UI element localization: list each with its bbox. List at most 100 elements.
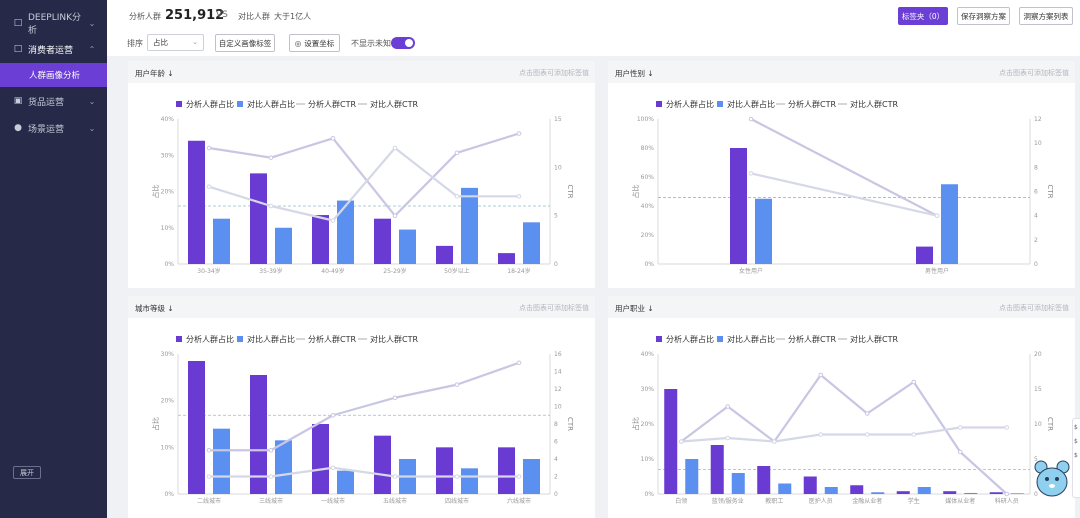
line-analysis-ctr [209,361,520,452]
y2-tick-label: 8 [554,421,558,428]
chart-city[interactable]: 分析人群占比 对比人群占比 分析人群CTR 对比人群CTR 0% 10% 20% 30% 0 2 4… [128,318,595,518]
hide-unknown-toggle[interactable] [391,37,415,49]
ctr-point [934,213,940,218]
sidebar-subitem-persona[interactable]: 人群画像分析 [0,63,107,87]
y-tick-label: 40% [161,116,175,123]
y-axis-title: 占比 [631,185,640,199]
y-tick-label: 100% [637,116,654,123]
save-plan-button[interactable]: 保存洞察方案 [957,7,1010,25]
y-tick-label: 40% [641,203,655,210]
ctr-point [771,439,777,444]
edge-item: $ [1074,452,1078,459]
y2-tick-label: 10 [554,404,562,411]
panel-title[interactable]: 城市等级 ↓ [135,304,174,313]
bar-compare [731,473,745,494]
bar-compare [213,218,230,264]
y2-tick-label: 12 [554,386,562,393]
y-tick-label: 0% [164,491,174,498]
panel-hint: 点击图表可添加标签值 [999,69,1069,77]
chevron-up-icon: ⌃ [88,44,96,54]
bar-compare [755,198,772,264]
x-tick-label: 六线城市 [507,497,531,505]
collapse-button[interactable]: 展开 [13,466,41,479]
sidebar-item-consumer[interactable]: □ 消费者运营 ⌃ [0,37,107,61]
legend-label: 对比人群CTR [370,99,418,109]
legend-label: 分析人群占比 [186,334,234,344]
gear-icon: ◎ [294,38,302,48]
y2-tick-label: 6 [554,439,558,446]
legend-label: 分析人群CTR [788,99,836,109]
edge-item: $ [1074,438,1078,445]
x-tick-label: 25-29岁 [383,267,406,275]
bar-compare [1010,493,1024,494]
sort-label: 排序 [127,39,143,48]
panel-header: 用户性别 ↓ 点击图表可添加标签值 [608,61,1075,83]
panel-gender: 用户性别 ↓ 点击图表可添加标签值 分析人群占比 对比人群占比 分析人群CTR 对比人… [608,61,1075,288]
toolbar: 排序 占比 ⌄ 自定义画像标签 ◎ 设置坐标 不显示未知 [107,32,1080,56]
sidebar-item-deeplink[interactable]: □ DEEPLINK分析 ⌄ [0,11,107,36]
panel-title[interactable]: 用户年龄 ↓ [135,69,174,78]
y-tick-label: 0% [644,491,654,498]
bag-icon: □ [13,18,23,28]
bar-analysis [188,361,205,494]
chart-age[interactable]: 分析人群占比 对比人群占比 分析人群CTR 对比人群CTR 0% 10% 20% 30% 40%… [128,83,595,288]
bar-analysis [188,140,205,264]
ctr-point [454,150,460,156]
legend-label: 分析人群CTR [308,99,356,109]
ctr-point [1004,491,1010,497]
sidebar-item-goods[interactable]: ▣ 货品运营 ⌄ [0,89,107,113]
chart-gender[interactable]: 分析人群占比 对比人群占比 分析人群CTR 对比人群CTR 0% 20% 40% 60% 80%… [608,83,1075,288]
hide-unknown-label: 不显示未知 [351,39,391,48]
x-tick-label: 教职工 [765,497,783,505]
plan-list-button[interactable]: 洞察方案列表 [1019,7,1073,25]
legend-label: 对比人群CTR [850,99,898,109]
sort-select-value: 占比 [153,38,168,47]
ctr-point [748,171,754,176]
y-tick-label: 10% [641,456,655,463]
bar-analysis [436,245,453,264]
ctr-point [516,360,522,366]
ctr-point [678,439,684,444]
mascot-icon[interactable] [1033,458,1071,498]
bar-compare [685,459,699,494]
panel-hint: 点击图表可添加标签值 [999,304,1069,312]
vs-label: VS [216,10,228,20]
panel-title[interactable]: 用户职业 ↓ [615,304,654,313]
panel-title[interactable]: 用户性别 ↓ [615,69,654,78]
bar-compare [399,229,416,264]
bar-compare [778,483,792,494]
sidebar-item-scene[interactable]: ● 场景运营 ⌄ [0,116,107,140]
ctr-point [392,395,398,401]
y2-tick-label: 14 [554,369,562,376]
y-tick-label: 0% [644,261,654,268]
custom-tag-button[interactable]: 自定义画像标签 [215,34,275,52]
legend-label: 分析人群占比 [666,334,714,344]
ctr-point [516,194,522,199]
y-tick-label: 20% [641,232,655,239]
sort-select[interactable]: 占比 ⌄ [147,34,204,51]
y2-tick-label: 0 [554,261,558,268]
y-tick-label: 20% [161,398,175,405]
legend-swatch [656,336,662,342]
y2-tick-label: 5 [1034,456,1038,463]
ctr-point [516,474,522,479]
set-axis-button[interactable]: ◎ 设置坐标 [289,34,340,52]
y-axis-title: 占比 [151,185,160,199]
panel-header: 用户年龄 ↓ 点击图表可添加标签值 [128,61,595,83]
ctr-point [864,432,870,437]
legend-label: 分析人群CTR [788,334,836,344]
panel-header: 城市等级 ↓ 点击图表可添加标签值 [128,296,595,318]
bar-analysis [803,476,817,494]
analysis-label: 分析人群 [129,12,161,21]
ctr-point [206,474,212,479]
x-tick-label: 四线城市 [445,497,469,505]
y2-tick-label: 15 [554,116,562,123]
panel-age: 用户年龄 ↓ 点击图表可添加标签值 分析人群占比 对比人群占比 分析人群CTR 对比人… [128,61,595,288]
bar-analysis [989,492,1003,494]
ctr-point [911,432,917,437]
x-tick-label: 媒体从业者 [945,497,975,505]
y-tick-label: 10% [161,225,175,232]
tag-folder-button[interactable]: 标签夹（0） [898,7,948,25]
chart-occupation[interactable]: 分析人群占比 对比人群占比 分析人群CTR 对比人群CTR 0% 10% 20% 30% 40%… [608,318,1075,518]
side-widget[interactable]: $ $ $ [1072,418,1080,498]
